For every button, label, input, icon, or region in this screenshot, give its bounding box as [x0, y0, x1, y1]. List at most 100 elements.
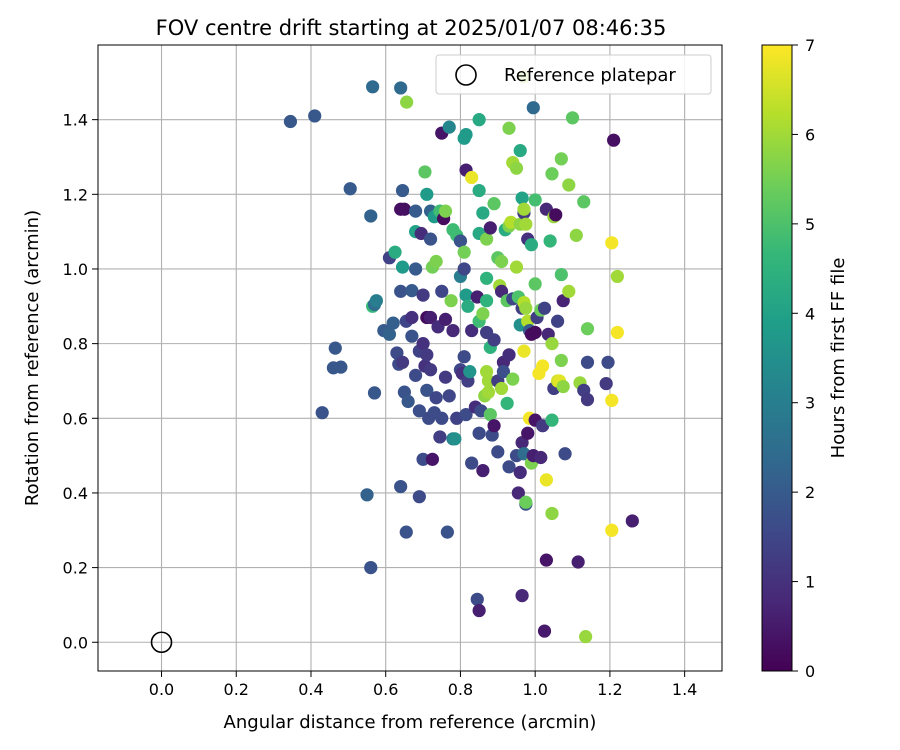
- data-point: [549, 208, 563, 222]
- data-point: [400, 95, 414, 109]
- data-point: [388, 245, 402, 259]
- data-point: [472, 113, 486, 127]
- data-point: [545, 167, 559, 181]
- y-tick-label: 0.4: [63, 484, 88, 503]
- colorbar-tick-label: 4: [805, 304, 815, 323]
- data-point: [481, 385, 496, 399]
- data-point: [528, 193, 542, 207]
- data-point: [605, 523, 619, 537]
- x-axis-label: Angular distance from reference (arcmin): [224, 712, 597, 733]
- data-point: [515, 588, 529, 603]
- data-point: [459, 127, 473, 142]
- data-point: [423, 310, 438, 325]
- data-point: [554, 267, 568, 282]
- data-point: [580, 355, 595, 369]
- data-point: [453, 234, 468, 248]
- data-point: [440, 525, 454, 539]
- x-tick-label: 0.2: [224, 680, 249, 699]
- data-point: [479, 271, 494, 285]
- data-point: [476, 463, 490, 478]
- data-point: [607, 133, 621, 147]
- data-point: [562, 178, 576, 192]
- data-point: [409, 204, 423, 218]
- y-tick-label: 0.8: [63, 335, 88, 354]
- y-tick-label: 0.6: [63, 409, 88, 428]
- x-tick-label: 0.0: [149, 680, 174, 699]
- data-point: [457, 245, 471, 259]
- data-point: [526, 101, 540, 115]
- data-point: [517, 344, 531, 358]
- data-point: [442, 120, 456, 134]
- data-point: [409, 262, 423, 276]
- data-point: [476, 206, 490, 220]
- data-point: [459, 407, 473, 422]
- data-point: [472, 183, 486, 198]
- data-point: [580, 393, 595, 407]
- data-point: [334, 360, 348, 374]
- x-tick-label: 0.8: [448, 680, 473, 699]
- data-point: [328, 341, 342, 355]
- data-point: [565, 111, 580, 125]
- data-point: [519, 217, 533, 231]
- data-point: [315, 406, 329, 420]
- data-point: [513, 144, 527, 158]
- data-point: [545, 337, 559, 351]
- data-point: [435, 284, 449, 298]
- data-point: [521, 426, 535, 440]
- data-point: [571, 555, 585, 569]
- data-point: [409, 368, 423, 382]
- data-point: [479, 232, 494, 246]
- data-point: [494, 254, 509, 269]
- data-point: [543, 234, 557, 248]
- data-point: [446, 323, 460, 338]
- colorbar-label: Hours from first FF file: [828, 258, 849, 459]
- data-point: [502, 348, 516, 362]
- data-point: [491, 445, 505, 459]
- data-point: [459, 288, 473, 302]
- data-point: [519, 495, 533, 509]
- data-point: [457, 262, 471, 276]
- data-point: [610, 325, 624, 340]
- data-point: [545, 506, 559, 521]
- data-point: [511, 486, 525, 500]
- x-tick-label: 0.4: [298, 680, 323, 699]
- data-point: [513, 465, 527, 480]
- data-point: [487, 419, 501, 433]
- data-point: [528, 277, 542, 291]
- data-point: [308, 109, 322, 123]
- chart-title: FOV centre drift starting at 2025/01/07 …: [156, 16, 667, 40]
- colorbar-tick-label: 5: [805, 215, 815, 234]
- data-point: [412, 404, 426, 418]
- data-point: [435, 411, 449, 425]
- data-point: [412, 490, 426, 504]
- data-point: [625, 514, 639, 528]
- grid: [98, 45, 722, 671]
- data-point: [470, 592, 484, 606]
- data-point: [438, 312, 453, 326]
- data-point: [605, 393, 619, 407]
- data-point: [550, 314, 565, 328]
- data-point: [401, 394, 415, 409]
- data-point: [479, 294, 494, 308]
- data-point: [394, 284, 408, 298]
- data-point: [457, 350, 471, 364]
- colorbar-tick-label: 6: [805, 125, 815, 144]
- y-axis-label: Rotation from reference (arcmin): [22, 210, 43, 506]
- data-point: [420, 348, 434, 362]
- y-tick-label: 1.4: [63, 111, 88, 130]
- y-tick-label: 1.2: [63, 185, 88, 204]
- data-point: [517, 202, 531, 216]
- colorbar-ticks: 0 1 2 3 4 5 6 7: [792, 36, 815, 681]
- data-point: [579, 630, 593, 644]
- data-point: [465, 456, 479, 470]
- colorbar-tick-label: 2: [805, 483, 815, 502]
- legend-box: [435, 54, 712, 95]
- data-point: [610, 269, 624, 284]
- data-point: [558, 447, 572, 461]
- data-point: [442, 389, 456, 403]
- data-point: [416, 337, 430, 351]
- data-point: [502, 121, 516, 135]
- data-point: [601, 355, 615, 369]
- data-point: [580, 322, 595, 336]
- data-point: [395, 260, 410, 274]
